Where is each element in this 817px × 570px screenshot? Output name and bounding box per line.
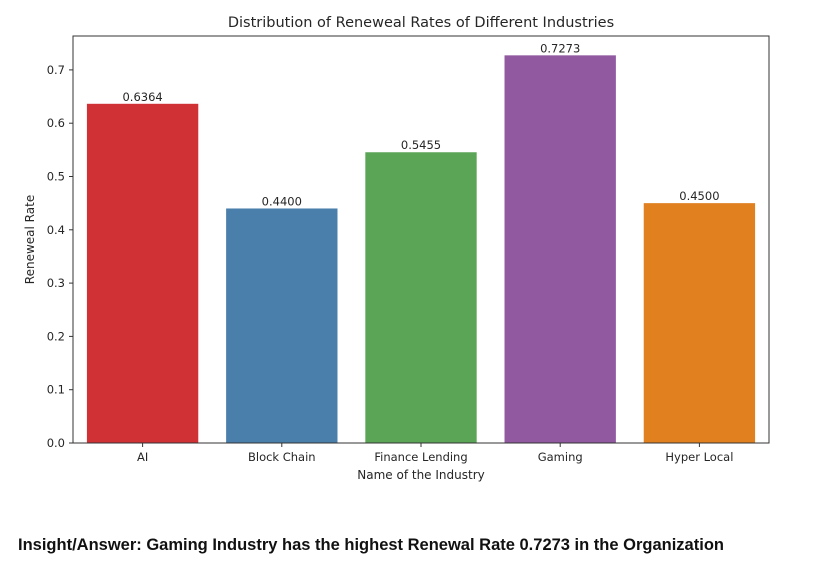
x-tick-label: AI xyxy=(137,450,148,464)
y-tick-label: 0.5 xyxy=(47,169,65,183)
y-tick-label: 0.3 xyxy=(47,276,65,290)
bar-chart: Distribution of Reneweal Rates of Differ… xyxy=(23,15,770,482)
plot-frame xyxy=(72,35,770,444)
x-axis-ticks: AI Block Chain Finance Lending Gaming Hyper … xyxy=(137,443,733,464)
chart-title: Distribution of Reneweal Rates of Differ… xyxy=(228,15,614,31)
x-tick-label: Block Chain xyxy=(248,450,316,464)
insight-text: Insight/Answer: Gaming Industry has the … xyxy=(18,536,724,554)
bar-value-label: 0.6364 xyxy=(122,90,162,104)
x-axis-title: Name of the Industry xyxy=(357,468,484,482)
chart-canvas: Distribution of Reneweal Rates of Differ… xyxy=(23,15,770,482)
y-tick-label: 0.7 xyxy=(47,63,65,77)
bar-ai xyxy=(86,103,199,444)
x-tick-label: Finance Lending xyxy=(374,450,467,464)
bar-finance-lending xyxy=(365,152,477,443)
bar-value-label: 0.7273 xyxy=(540,41,580,55)
bar-block-chain xyxy=(226,208,338,443)
y-tick-label: 0.6 xyxy=(47,116,65,130)
y-axis-ticks: 0.0 0.1 0.2 0.3 0.4 0.5 0.6 0.7 xyxy=(47,63,73,450)
bar-hyper-local xyxy=(643,203,756,443)
bar-value-label: 0.4400 xyxy=(262,194,302,208)
bar-gaming xyxy=(504,55,616,443)
bar-value-label: 0.5455 xyxy=(401,138,441,152)
x-tick-label: Hyper Local xyxy=(665,450,733,464)
y-tick-label: 0.0 xyxy=(47,436,65,450)
bar-value-label: 0.4500 xyxy=(679,189,719,203)
y-axis-title: Reneweal Rate xyxy=(23,195,37,284)
x-tick-label: Gaming xyxy=(538,450,583,464)
y-tick-label: 0.1 xyxy=(47,383,65,397)
bars: 0.6364 0.4400 0.5455 0.7273 0.4500 xyxy=(86,41,756,444)
y-tick-label: 0.4 xyxy=(47,223,65,237)
y-tick-label: 0.2 xyxy=(47,329,65,343)
